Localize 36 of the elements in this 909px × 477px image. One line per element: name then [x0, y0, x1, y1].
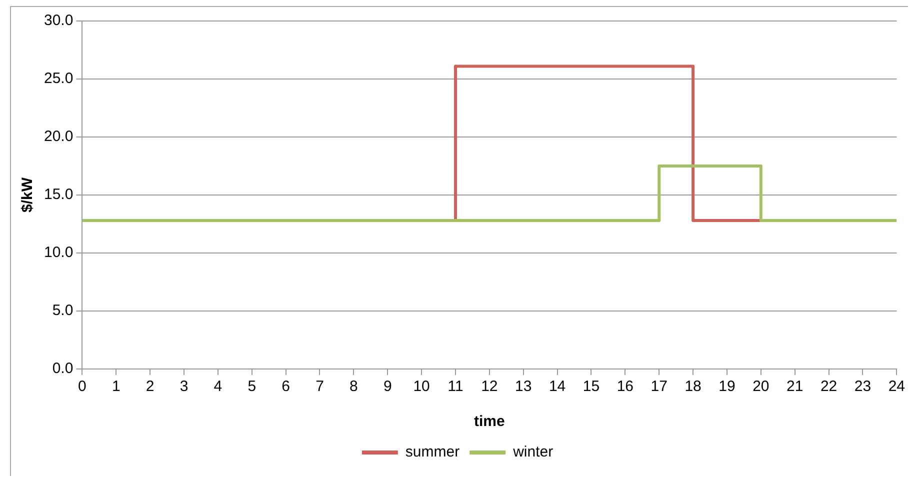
x-tick-label: 23 [854, 378, 872, 396]
x-tick-label: 12 [481, 378, 498, 396]
x-tick-label: 21 [786, 378, 804, 396]
x-tick-label: 9 [383, 378, 392, 396]
x-tick-label: 16 [616, 378, 634, 396]
x-tick-label: 1 [112, 378, 120, 396]
y-tick-label: 15.0 [44, 186, 74, 204]
x-tick-label: 24 [888, 378, 905, 396]
y-tick-label: 25.0 [44, 70, 74, 88]
x-tick-label: 18 [684, 378, 702, 396]
x-tick-label: 8 [350, 378, 358, 396]
x-tick-label: 14 [548, 378, 566, 396]
legend-label: winter [512, 444, 554, 461]
x-tick-label: 2 [146, 378, 154, 396]
x-tick-label: 5 [248, 378, 256, 396]
y-tick-label: 20.0 [44, 128, 74, 146]
y-tick-label: 5.0 [52, 302, 74, 320]
y-axis-title: $/kW [19, 176, 36, 213]
x-tick-label: 11 [448, 378, 464, 396]
x-tick-label: 3 [180, 378, 188, 396]
y-tick-label: 10.0 [44, 244, 74, 262]
x-tick-label: 0 [78, 378, 86, 396]
x-tick-label: 19 [718, 378, 736, 396]
x-tick-label: 20 [752, 378, 770, 396]
x-tick-label: 10 [413, 378, 430, 396]
x-tick-label: 15 [582, 378, 600, 396]
x-tick-label: 22 [820, 378, 838, 396]
x-tick-label: 4 [214, 378, 222, 396]
y-tick-label: 30.0 [44, 12, 74, 30]
x-axis-title: time [474, 413, 505, 430]
x-tick-label: 13 [515, 378, 532, 396]
legend-label: summer [405, 444, 460, 461]
x-tick-label: 17 [650, 378, 668, 396]
x-tick-label: 6 [282, 378, 290, 396]
y-tick-label: 0.0 [52, 360, 74, 378]
x-tick-label: 7 [316, 378, 324, 396]
